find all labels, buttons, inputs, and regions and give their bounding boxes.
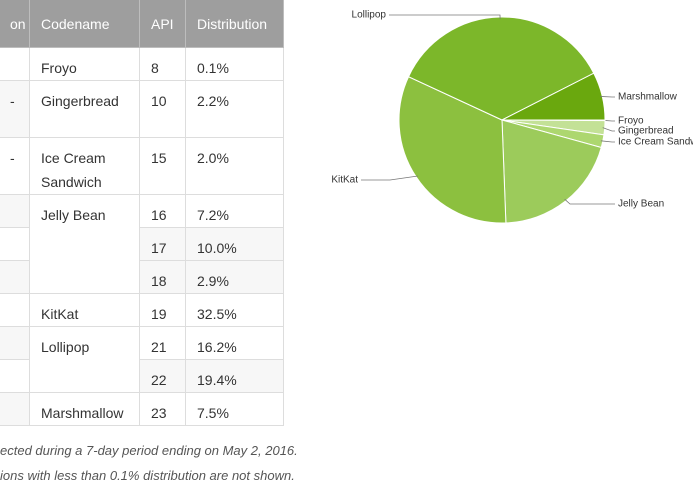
table-cell: 2.2% xyxy=(186,81,284,138)
table-cell: 21 xyxy=(140,327,186,360)
table-cell: 15 xyxy=(140,138,186,195)
slice-label: Froyo xyxy=(618,116,644,127)
table-cell: 2.9% xyxy=(186,261,284,294)
leader-line xyxy=(361,175,418,181)
table-cell: 19 xyxy=(140,294,186,327)
table-cell xyxy=(0,327,30,360)
table-cell xyxy=(0,195,30,228)
table-cell: 10.0% xyxy=(186,228,284,261)
table-cell: 19.4% xyxy=(186,360,284,393)
table-cell xyxy=(0,261,30,294)
table-cell: 2.0% xyxy=(186,138,284,195)
slice-label: Lollipop xyxy=(352,10,387,21)
table-cell: Jelly Bean xyxy=(30,195,140,294)
table-cell: 7.5% xyxy=(186,393,284,426)
table-cell: 7.2% xyxy=(186,195,284,228)
table-cell: Gingerbread xyxy=(30,81,140,138)
slice-label: Marshmallow xyxy=(618,92,678,103)
pie-slice xyxy=(398,76,507,224)
table-header-cell: Distribution xyxy=(186,0,284,48)
table-header-cell: Codename xyxy=(30,0,140,48)
pie-slice xyxy=(501,72,606,121)
table-cell: 16.2% xyxy=(186,327,284,360)
table-cell: 32.5% xyxy=(186,294,284,327)
slice-label: Gingerbread xyxy=(618,126,674,137)
leader-line xyxy=(600,96,615,98)
table-cell xyxy=(0,48,30,81)
footnote: ected during a 7-day period ending on Ma… xyxy=(0,443,298,458)
table-cell: - xyxy=(0,138,30,195)
leader-line xyxy=(600,140,615,143)
table-cell xyxy=(0,228,30,261)
table-cell: 17 xyxy=(140,228,186,261)
table-cell: 10 xyxy=(140,81,186,138)
table-header-cell: API xyxy=(140,0,186,48)
table-cell: Marshmallow xyxy=(30,393,140,426)
table-cell: 16 xyxy=(140,195,186,228)
leader-line xyxy=(389,14,501,20)
version-table: on Codename API Distribution Froyo 8 0.1% - Ging… xyxy=(0,0,284,427)
table-cell: 8 xyxy=(140,48,186,81)
table-cell: 18 xyxy=(140,261,186,294)
slice-label: Ice Cream Sandw xyxy=(618,137,693,148)
table-cell xyxy=(0,393,30,426)
leader-line xyxy=(564,198,615,205)
table-cell: 23 xyxy=(140,393,186,426)
table-cell: Lollipop xyxy=(30,327,140,393)
table-cell xyxy=(0,360,30,393)
table-cell: Froyo xyxy=(30,48,140,81)
table-cell: 22 xyxy=(140,360,186,393)
table-cell xyxy=(0,294,30,327)
leader-line xyxy=(602,127,615,132)
table-cell: KitKat xyxy=(30,294,140,327)
table-header-cell: on xyxy=(0,0,30,48)
table-cell: Ice Cream Sandwich xyxy=(30,138,140,195)
slice-label: Jelly Bean xyxy=(618,199,664,210)
table-cell: 0.1% xyxy=(186,48,284,81)
leader-line xyxy=(602,119,615,122)
slice-label: KitKat xyxy=(331,175,358,186)
table-cell: - xyxy=(0,81,30,138)
footnote: ions with less than 0.1% distribution ar… xyxy=(0,468,295,483)
